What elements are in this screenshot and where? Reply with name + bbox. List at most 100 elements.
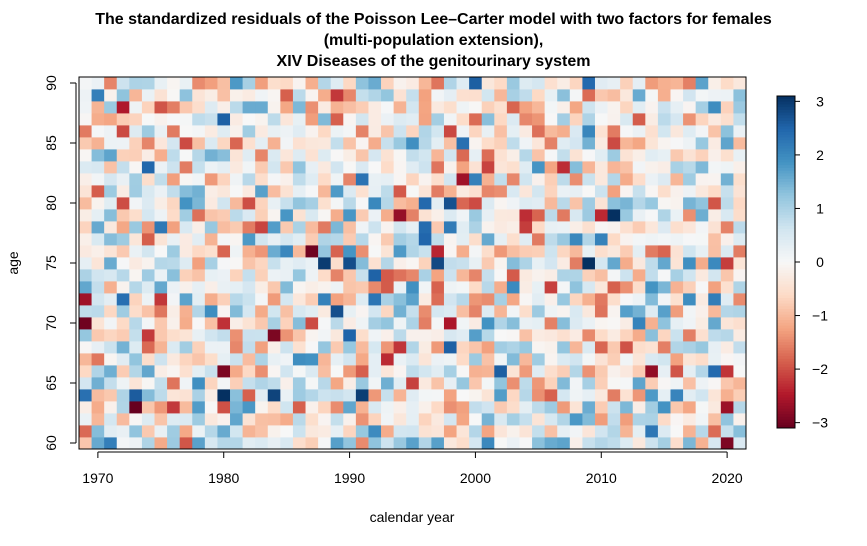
heatmap-cell <box>607 281 621 294</box>
heatmap-cell <box>594 113 608 126</box>
heatmap-cell <box>141 269 155 282</box>
heatmap-cell <box>481 377 495 390</box>
heatmap-cell <box>456 377 470 390</box>
heatmap-cell <box>355 209 369 222</box>
heatmap-cell <box>683 245 697 258</box>
heatmap-cell <box>418 341 432 354</box>
heatmap-cell <box>620 413 634 426</box>
heatmap-cell <box>343 125 357 138</box>
color-bar-segment <box>777 336 795 340</box>
heatmap-cell <box>695 365 709 378</box>
heatmap-cell <box>406 377 420 390</box>
heatmap-cell <box>91 221 105 234</box>
heatmap-cell <box>230 185 243 198</box>
heatmap-cell <box>582 341 596 354</box>
heatmap-cell <box>267 281 281 294</box>
heatmap-cell <box>720 437 734 450</box>
heatmap-cell <box>708 341 722 354</box>
heatmap-cell <box>469 377 483 390</box>
heatmap-cell <box>267 161 281 174</box>
heatmap-cell <box>167 329 181 342</box>
heatmap-cell <box>242 341 256 354</box>
heatmap-cell <box>381 413 395 426</box>
heatmap-cell <box>695 305 709 318</box>
heatmap-cell <box>393 401 407 414</box>
heatmap-cell <box>506 125 520 138</box>
heatmap-cell <box>544 233 558 246</box>
heatmap-cell <box>443 425 457 438</box>
heatmap-cell <box>532 77 546 90</box>
heatmap-cell <box>242 425 256 438</box>
heatmap-cell <box>318 245 332 258</box>
heatmap-cell <box>192 281 206 294</box>
heatmap-cell <box>544 281 558 294</box>
heatmap-cell <box>91 245 105 258</box>
color-bar-segment <box>777 425 795 429</box>
heatmap-cell <box>217 161 231 174</box>
heatmap-cell <box>255 173 269 186</box>
heatmap-cell <box>557 161 571 174</box>
heatmap-cell <box>192 77 206 90</box>
heatmap-cell <box>343 413 357 426</box>
heatmap-cell <box>544 209 558 222</box>
color-bar-segment <box>777 151 795 155</box>
heatmap-cell <box>116 77 130 90</box>
heatmap-cell <box>305 245 319 258</box>
heatmap-cell <box>154 437 168 450</box>
heatmap-cell <box>582 173 596 186</box>
heatmap-cell <box>192 257 206 270</box>
heatmap-cell <box>469 101 483 114</box>
heatmap-cell <box>355 125 369 138</box>
heatmap-cell <box>620 329 634 342</box>
color-bar-segment <box>777 392 795 396</box>
heatmap-cell <box>557 173 571 186</box>
heatmap-cell <box>242 269 256 282</box>
heatmap-cell <box>582 317 596 330</box>
heatmap-cell <box>657 377 671 390</box>
heatmap-cell <box>469 305 483 318</box>
heatmap-cell <box>594 341 608 354</box>
heatmap-cell <box>179 245 193 258</box>
heatmap-cell <box>544 377 558 390</box>
color-bar-segment <box>777 292 795 296</box>
heatmap-cell <box>255 233 269 246</box>
heatmap-cell <box>607 377 621 390</box>
heatmap-cell <box>141 173 155 186</box>
heatmap-cell <box>129 113 143 126</box>
heatmap-cell <box>343 293 357 306</box>
heatmap-cell <box>104 389 118 402</box>
heatmap-cell <box>506 149 520 162</box>
heatmap-cell <box>406 329 420 342</box>
heatmap-cell <box>431 89 445 102</box>
heatmap-cell <box>695 329 709 342</box>
heatmap-cell <box>708 413 722 426</box>
heatmap-cell <box>393 281 407 294</box>
heatmap-cell <box>154 101 168 114</box>
y-tick-label: 70 <box>43 315 59 331</box>
heatmap-cell <box>620 293 634 306</box>
heatmap-cell <box>255 113 269 126</box>
heatmap-cell <box>204 257 218 270</box>
heatmap-cell <box>381 89 395 102</box>
heatmap-cell <box>179 233 193 246</box>
heatmap-cell <box>582 401 596 414</box>
color-bar-segment <box>777 306 795 310</box>
heatmap-cell <box>720 125 734 138</box>
heatmap-cell <box>733 233 747 246</box>
heatmap-cell <box>204 437 218 450</box>
color-bar-segment <box>777 248 795 252</box>
heatmap-cell <box>116 125 130 138</box>
heatmap-cell <box>305 401 319 414</box>
heatmap-cell <box>720 341 734 354</box>
heatmap-cell <box>708 161 722 174</box>
heatmap-cell <box>104 269 118 282</box>
heatmap-cell <box>645 185 659 198</box>
heatmap-cell <box>79 437 92 450</box>
color-bar-segment <box>777 300 795 304</box>
heatmap-cell <box>255 281 269 294</box>
heatmap-cell <box>230 245 243 258</box>
heatmap-cell <box>494 257 508 270</box>
heatmap-cell <box>280 149 294 162</box>
heatmap-cell <box>154 353 168 366</box>
heatmap-cell <box>733 161 747 174</box>
